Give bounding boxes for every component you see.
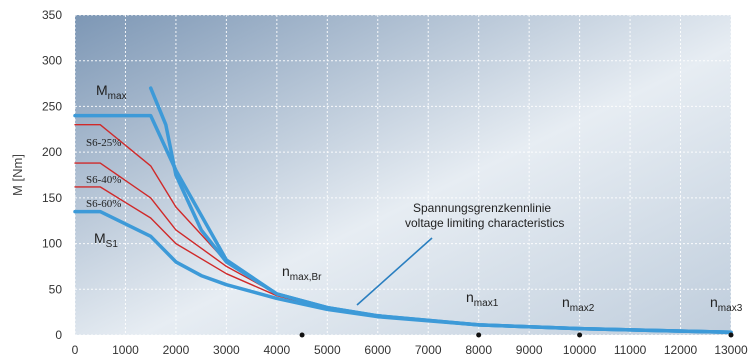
x-tick-label-10: 10000 — [563, 343, 597, 357]
series-lines — [73, 86, 733, 335]
label-vlc-en: voltage limiting characteristics — [405, 216, 564, 230]
label-s6-25: S6-25% — [86, 137, 121, 149]
x-tick-label-6: 6000 — [364, 343, 391, 357]
speed-marker-2 — [577, 332, 583, 338]
label-nmax2: nmax2 — [562, 294, 595, 314]
y-tick-label-1: 50 — [49, 282, 63, 296]
vlc-pointer-line — [356, 237, 433, 306]
speed-markers — [299, 332, 734, 338]
label-ms1: MS1 — [94, 230, 118, 250]
speed-marker-0 — [299, 332, 305, 338]
series-line-5 — [148, 86, 733, 335]
y-axis-label: M [Nm] — [10, 154, 25, 196]
label-s6-40: S6-40% — [86, 174, 121, 186]
x-tick-label-3: 3000 — [213, 343, 240, 357]
x-tick-label-8: 8000 — [465, 343, 492, 357]
label-nmax3: nmax3 — [710, 294, 743, 314]
y-tick-labels: 0 50 100 150 200 250 300 350 — [42, 8, 62, 342]
grid — [74, 14, 732, 336]
speed-marker-3 — [728, 332, 734, 338]
x-tick-label-4: 4000 — [263, 343, 290, 357]
x-tick-label-1: 1000 — [112, 343, 139, 357]
label-nmax-br: nmax,Br — [282, 263, 322, 283]
x-tick-label-2: 2000 — [163, 343, 190, 357]
plot-background — [75, 15, 731, 335]
y-tick-label-7: 350 — [42, 8, 62, 22]
label-s6-60: S6-60% — [86, 198, 121, 210]
y-tick-label-3: 150 — [42, 191, 62, 205]
x-tick-label-13: 13000 — [714, 343, 748, 357]
x-tick-label-11: 11000 — [614, 343, 647, 357]
x-tick-label-9: 9000 — [516, 343, 543, 357]
y-tick-label-0: 0 — [55, 328, 62, 342]
x-tick-label-7: 7000 — [415, 343, 442, 357]
y-tick-label-2: 100 — [42, 237, 62, 251]
label-nmax1: nmax1 — [466, 289, 499, 309]
label-mmax: Mmax — [96, 82, 127, 102]
y-tick-label-4: 200 — [42, 145, 62, 159]
x-tick-label-0: 0 — [72, 343, 79, 357]
y-tick-label-6: 300 — [42, 54, 62, 68]
x-tick-labels: 0 1000 2000 3000 4000 5000 6000 7000 8000 9000 100… — [72, 343, 748, 357]
y-tick-label-5: 250 — [42, 99, 62, 113]
speed-marker-1 — [476, 332, 482, 338]
x-tick-label-12: 12000 — [664, 343, 698, 357]
label-vlc-de: Spannungsgrenzkennlinie — [413, 201, 551, 215]
x-tick-label-5: 5000 — [314, 343, 341, 357]
